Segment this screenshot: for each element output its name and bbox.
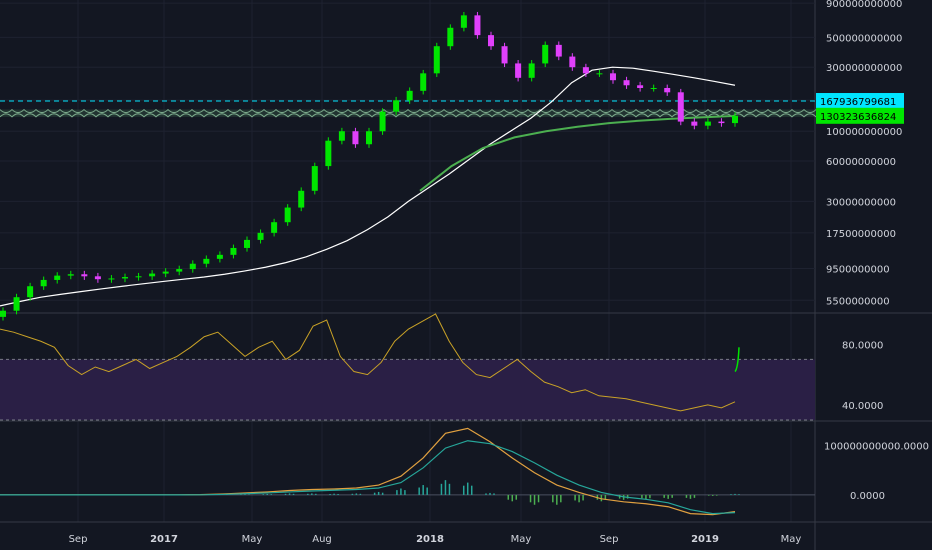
candle-body	[176, 269, 183, 272]
candle-body	[393, 100, 400, 112]
candle-body	[637, 85, 644, 88]
candle-body	[623, 80, 630, 86]
candle-body	[311, 166, 318, 191]
rsi-uptick	[734, 347, 740, 373]
candle-body	[704, 121, 711, 126]
x-tick: 2017	[150, 534, 178, 545]
candle-body	[54, 275, 61, 280]
candle-body	[501, 46, 508, 64]
macd-line	[0, 427, 736, 516]
x-tick: 2019	[691, 534, 719, 545]
x-tick: May	[511, 534, 532, 545]
rsi-line	[0, 313, 736, 412]
main-y-tick: 900000000000	[826, 0, 902, 10]
candle-body	[122, 277, 128, 279]
macd-y-tick: 0.0000	[850, 491, 885, 502]
candle-body	[0, 310, 6, 317]
candle-body	[732, 115, 738, 124]
candle-body	[352, 131, 359, 145]
candle-body	[691, 121, 698, 126]
candle-body	[447, 27, 454, 47]
candle-body	[230, 247, 237, 255]
price-label-box-1	[816, 107, 904, 124]
main-y-tick: 500000000000	[826, 33, 902, 44]
candle-body	[40, 279, 47, 287]
price-label: 130323636824	[820, 112, 896, 123]
main-y-tick: 100000000000	[826, 127, 902, 138]
candle-body	[420, 73, 427, 91]
support-zone	[0, 109, 815, 117]
x-tick: Aug	[312, 534, 332, 545]
candle-body	[488, 35, 494, 47]
candle-body	[569, 56, 576, 68]
x-tick: Sep	[69, 534, 88, 545]
price-label: 167936799681	[820, 97, 896, 108]
candle-body	[149, 273, 156, 277]
candle-body	[257, 232, 264, 240]
candle-body	[284, 207, 291, 223]
macd-y-tick: 100000000000.0000	[824, 442, 929, 453]
candle-body	[162, 271, 169, 274]
main-y-tick: 17500000000	[826, 229, 896, 240]
main-y-tick: 60000000000	[826, 157, 896, 168]
candle-body	[582, 67, 589, 74]
rsi-band	[0, 359, 815, 420]
main-y-tick: 5500000000	[826, 296, 890, 307]
candle-body	[555, 44, 562, 57]
rsi-y-tick: 40.0000	[842, 401, 883, 412]
candle-body	[94, 276, 101, 280]
candle-body	[460, 15, 467, 28]
candle-body	[528, 63, 535, 78]
candle-body	[433, 46, 440, 74]
x-tick: May	[242, 534, 263, 545]
ma-green-line	[419, 114, 736, 192]
candle-body	[338, 131, 345, 141]
main-y-tick: 9500000000	[826, 264, 890, 275]
candle-body	[406, 90, 413, 101]
candle-body	[81, 274, 88, 277]
candle-body	[67, 274, 74, 276]
candle-body	[216, 254, 223, 259]
candle-body	[650, 87, 657, 89]
candle-body	[596, 73, 603, 75]
candles	[0, 11, 738, 321]
candle-body	[244, 239, 250, 248]
main-y-tick: 300000000000	[826, 63, 902, 74]
candle-body	[718, 121, 725, 124]
ma-white-line	[0, 66, 736, 307]
macd-histogram	[195, 480, 740, 505]
candle-body	[203, 258, 210, 264]
candle-body	[677, 92, 684, 122]
candle-body	[474, 15, 481, 36]
candle-body	[515, 63, 522, 78]
x-tick: May	[781, 534, 802, 545]
candle-body	[379, 111, 386, 132]
candle-body	[27, 286, 34, 298]
price-label-box-0	[816, 93, 904, 110]
candle-body	[271, 222, 278, 233]
candle-body	[13, 297, 20, 311]
candle-body	[189, 263, 196, 270]
candle-body	[664, 87, 671, 93]
main-y-tick: 30000000000	[826, 197, 896, 208]
candle-body	[325, 140, 332, 167]
macd-signal-line	[0, 440, 736, 515]
candle-body	[135, 276, 142, 278]
candle-body	[542, 44, 549, 64]
rsi-y-tick: 80.0000	[842, 340, 883, 351]
candle-body	[366, 131, 372, 145]
candle-body	[298, 190, 305, 208]
x-tick: 2018	[416, 534, 444, 545]
candle-body	[108, 278, 115, 280]
x-tick: Sep	[600, 534, 619, 545]
candle-body	[610, 73, 616, 81]
